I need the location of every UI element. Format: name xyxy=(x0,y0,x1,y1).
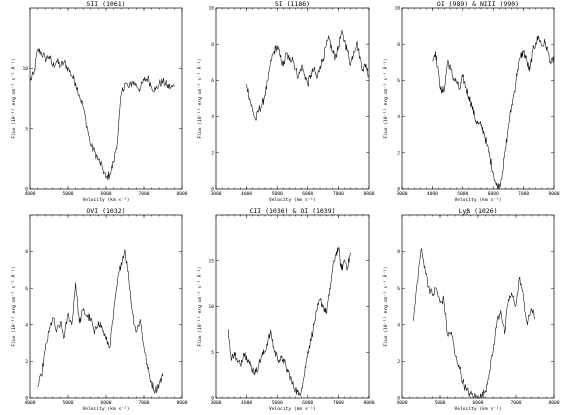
spectrum-line xyxy=(413,248,536,399)
y-axis-label: Flux (10⁻¹³ erg cm⁻² s⁻¹ Å⁻¹) xyxy=(196,266,203,346)
y-tick-label: 6 xyxy=(25,286,28,292)
panel-title: OVI (1032) xyxy=(86,207,125,215)
spectrum-line xyxy=(37,249,164,394)
x-tick-label: 6000 xyxy=(302,400,313,406)
spectrum-panel-5: CII (1036) & OI (1039) 3000 4000 5000 6000 70… xyxy=(196,207,375,412)
x-tick-label: 8000 xyxy=(363,400,374,406)
x-tick-label: 4000 xyxy=(24,191,35,197)
y-tick-label: 8 xyxy=(397,42,400,48)
spectrum-panel-2: SI (1186) 3000 4000 5000 6000 7000 8000 0 2 4 6 8 10… xyxy=(196,0,375,203)
x-axis-label: Velocity (km s⁻¹) xyxy=(269,197,316,203)
spectrum-line xyxy=(227,247,351,397)
panel-title: SI (1186) xyxy=(275,0,310,8)
y-tick-label: 6 xyxy=(397,286,400,292)
plot-frame xyxy=(401,7,555,190)
y-axis-label: Flux (10⁻¹³ erg cm⁻² s⁻¹ Å⁻¹) xyxy=(10,266,17,346)
x-tick-label: 8000 xyxy=(176,400,187,406)
y-tick-label: 10 xyxy=(208,304,214,310)
x-tick-label: 8000 xyxy=(548,400,559,406)
x-tick-label: 6000 xyxy=(472,400,483,406)
panel-title: SII (1061) xyxy=(86,0,125,8)
y-tick-label: 4 xyxy=(397,322,400,328)
spectrum-panel-3: OI (989) & NIII (990) 3000 4000 5000 6000 700… xyxy=(382,0,560,203)
x-tick-label: 5000 xyxy=(62,400,73,406)
y-tick-label: 2 xyxy=(397,150,400,156)
y-tick-label: 6 xyxy=(211,78,214,84)
y-axis-label: Flux (10⁻¹³ erg cm⁻² s⁻¹ Å⁻¹) xyxy=(10,58,17,138)
x-tick-label: 6000 xyxy=(100,191,111,197)
x-tick-label: 4000 xyxy=(241,400,252,406)
x-tick-label: 7000 xyxy=(518,191,529,197)
x-tick-label: 3000 xyxy=(210,191,221,197)
plot-frame xyxy=(29,7,183,190)
y-tick-label: 10 xyxy=(22,66,28,72)
plot-frame xyxy=(401,214,555,399)
y-tick-label: 2 xyxy=(397,359,400,365)
panel-title: Lyβ (1026) xyxy=(458,207,497,215)
y-tick-label: 4 xyxy=(25,322,28,328)
y-tick-label: 4 xyxy=(397,114,400,120)
y-axis-label: Flux (10⁻¹³ erg cm⁻² s⁻¹ Å⁻¹) xyxy=(382,266,389,346)
x-tick-label: 3000 xyxy=(396,191,407,197)
x-axis-label: Velocity (km s⁻¹) xyxy=(82,406,129,412)
x-tick-label: 4000 xyxy=(241,191,252,197)
x-tick-label: 7000 xyxy=(510,400,521,406)
y-tick-label: 0 xyxy=(25,396,28,402)
y-tick-label: 8 xyxy=(25,249,28,255)
y-tick-label: 5 xyxy=(25,126,28,132)
y-tick-label: 2 xyxy=(211,150,214,156)
spectrum-line xyxy=(246,29,370,121)
plot-frame xyxy=(215,7,370,190)
spectrum-panel-4: OVI (1032) 4000 5000 6000 7000 8000 0 2 4 6 8 Veloc… xyxy=(10,207,188,412)
plot-frame xyxy=(29,214,183,399)
x-tick-label: 8000 xyxy=(363,191,374,197)
spectrum-panel-6: Lyβ (1026) 4000 5000 6000 7000 8000 0 2 4 6 8 Veloc… xyxy=(382,207,560,412)
x-tick-label: 5000 xyxy=(272,400,283,406)
x-tick-label: 4000 xyxy=(396,400,407,406)
x-tick-label: 6000 xyxy=(100,400,111,406)
x-axis-label: Velocity (km s⁻¹) xyxy=(82,197,129,203)
x-tick-label: 6000 xyxy=(488,191,499,197)
y-tick-label: 0 xyxy=(397,396,400,402)
panel-title: OI (989) & NIII (990) xyxy=(437,0,519,8)
spectrum-line xyxy=(29,48,175,181)
y-tick-label: 5 xyxy=(211,350,214,356)
spectrum-line xyxy=(432,35,555,190)
x-tick-label: 5000 xyxy=(62,191,73,197)
y-tick-label: 6 xyxy=(397,78,400,84)
x-axis-label: Velocity (km s⁻¹) xyxy=(454,197,501,203)
y-axis-label: Flux (10⁻¹³ erg cm⁻² s⁻¹ Å⁻¹) xyxy=(196,58,203,138)
y-tick-label: 0 xyxy=(397,187,400,193)
y-tick-label: 10 xyxy=(208,6,214,12)
y-tick-label: 2 xyxy=(25,359,28,365)
y-tick-label: 8 xyxy=(211,42,214,48)
y-tick-label: 10 xyxy=(394,6,400,12)
x-axis-label: Velocity (km s⁻¹) xyxy=(269,406,316,412)
x-tick-label: 7000 xyxy=(333,191,344,197)
x-tick-label: 3000 xyxy=(210,400,221,406)
x-tick-label: 7000 xyxy=(138,191,149,197)
x-tick-label: 8000 xyxy=(548,191,559,197)
y-tick-label: 0 xyxy=(211,396,214,402)
y-axis-label: Flux (10⁻¹³ erg cm⁻² s⁻¹ Å⁻¹) xyxy=(382,58,389,138)
y-tick-label: 0 xyxy=(211,187,214,193)
x-tick-label: 8000 xyxy=(176,191,187,197)
x-tick-label: 5000 xyxy=(434,400,445,406)
x-tick-label: 5000 xyxy=(272,191,283,197)
x-tick-label: 7000 xyxy=(138,400,149,406)
x-tick-label: 7000 xyxy=(333,400,344,406)
x-tick-label: 4000 xyxy=(427,191,438,197)
y-tick-label: 15 xyxy=(208,258,214,264)
x-tick-label: 6000 xyxy=(302,191,313,197)
x-axis-label: Velocity (km s⁻¹) xyxy=(454,406,501,412)
panel-title: CII (1036) & OI (1039) xyxy=(249,207,335,215)
y-tick-label: 4 xyxy=(211,114,214,120)
plot-frame xyxy=(215,214,370,399)
y-tick-label: 8 xyxy=(397,249,400,255)
spectrum-panel-1: SII (1061) 4000 5000 6000 7000 8000 0 5 10 Veloci… xyxy=(10,0,188,203)
x-tick-label: 5000 xyxy=(457,191,468,197)
y-tick-label: 0 xyxy=(25,187,28,193)
x-tick-label: 4000 xyxy=(24,400,35,406)
